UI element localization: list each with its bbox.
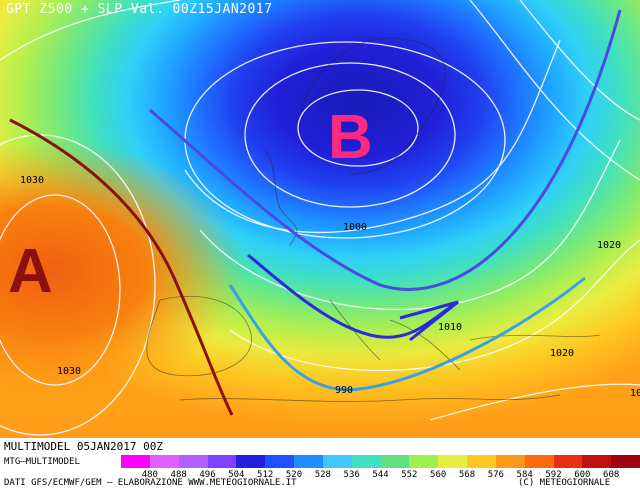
map-title: GPT Z500 + SLP Val. 00Z15JAN2017	[6, 2, 273, 17]
color-scale-tick-label: 488	[170, 470, 187, 480]
isobar-east-1	[469, 0, 640, 181]
color-scale-swatch	[121, 455, 151, 468]
color-scale-swatch	[611, 455, 640, 468]
color-scale-swatch	[149, 455, 180, 468]
color-scale-swatch	[178, 455, 208, 468]
isobar-label: 1000	[343, 222, 367, 233]
color-scale-swatch	[553, 455, 583, 468]
color-scale-swatch	[409, 455, 439, 468]
copyright-label: (C) METEOGIORNALE	[518, 478, 611, 488]
geopotential-map: 1030 1000 1020 1010 1030 1020 990 10 B A	[0, 0, 640, 438]
color-scale-swatch	[294, 455, 324, 468]
color-scale-tick-label: 584	[516, 470, 533, 480]
color-scale-tick-label: 600	[574, 470, 591, 480]
color-scale-tick-label: 520	[285, 470, 303, 480]
color-scale-swatch	[265, 455, 295, 468]
isobar-label: 1020	[550, 348, 574, 359]
isobar-label: 1030	[57, 366, 81, 377]
color-scale-tick-label: 496	[199, 470, 216, 480]
isobar-label-group: 1030 1000 1020 1010 1030 1020 990 10	[20, 175, 640, 399]
isobar-label: 1030	[20, 175, 44, 186]
color-scale-tick-label: 544	[372, 470, 389, 480]
color-scale-tick-label: 552	[401, 470, 418, 480]
color-scale-swatch	[351, 455, 381, 468]
isobar-1020	[229, 239, 640, 372]
balkans-coast	[389, 319, 461, 371]
low-pressure-center: B	[328, 103, 373, 172]
jet-axis-middle	[247, 253, 459, 339]
jet-axis-south	[228, 276, 586, 392]
color-scale-bar	[121, 455, 640, 468]
data-source-label: DATI GFS/ECMWF/GEM – ELABORAZIONE WWW.ME…	[4, 478, 297, 488]
isobar-low-inner	[297, 89, 419, 167]
color-scale-tick-label: 608	[603, 470, 620, 480]
isobar-1010	[199, 139, 621, 311]
turkey-coast	[469, 334, 601, 341]
color-scale-tick-label: 512	[257, 470, 274, 480]
high-pressure-center: A	[8, 237, 53, 306]
iberia-coast	[146, 295, 252, 377]
color-scale-tick-label: 592	[545, 470, 562, 480]
ridge-axis	[9, 118, 234, 416]
color-scale-swatch	[524, 455, 554, 468]
isobar-north-1	[0, 0, 181, 61]
color-scale-swatch	[438, 455, 468, 468]
color-scale-tick-label: 576	[487, 470, 504, 480]
color-scale-tick-label: 504	[228, 470, 245, 480]
color-scale-swatch	[380, 455, 410, 468]
color-scale-swatch	[236, 455, 266, 468]
coastlines	[146, 37, 601, 402]
isobar-1000	[184, 39, 561, 234]
color-scale-tick-label: 568	[458, 470, 476, 480]
isobar-label: 990	[335, 385, 353, 396]
color-scale-swatch	[322, 455, 353, 468]
isobar-label: 1020	[597, 240, 621, 251]
color-scale-swatch	[582, 455, 612, 468]
color-scale-swatch	[495, 455, 526, 468]
model-run-label: MULTIMODEL 05JAN2017 00Z	[4, 440, 163, 453]
color-scale-tick-label: 560	[430, 470, 447, 480]
jet-arrow-head	[399, 300, 459, 342]
color-scale-tick-label: 480	[141, 470, 158, 480]
isobar-east-2	[519, 0, 640, 121]
africa-coast	[179, 394, 561, 402]
isobar-label: 10	[630, 388, 640, 399]
model-name-label: MTG–MULTIMODEL	[4, 457, 80, 467]
color-scale-swatch	[207, 455, 237, 468]
isobar-low-mid	[244, 62, 456, 208]
isobar-southeast	[429, 383, 640, 421]
color-scale-tick-label: 528	[314, 470, 331, 480]
scandinavia-coast	[299, 37, 446, 176]
isobar-label: 1010	[438, 322, 462, 333]
jet-axis-north	[149, 9, 622, 291]
color-scale-swatch	[467, 455, 497, 468]
isobar-high-inner	[0, 194, 121, 386]
color-scale-tick-label: 536	[343, 470, 360, 480]
